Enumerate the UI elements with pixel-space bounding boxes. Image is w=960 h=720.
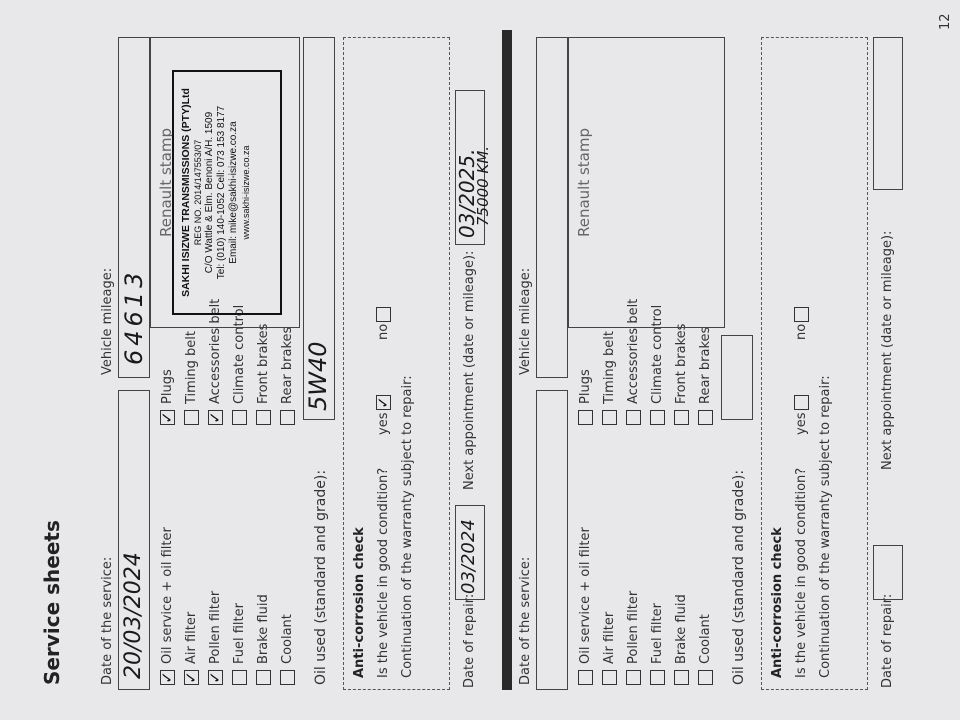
checkbox-label: Plugs bbox=[578, 369, 593, 404]
checkbox-rear-brakes[interactable] bbox=[698, 410, 713, 425]
checkbox-pollen-filter[interactable] bbox=[626, 670, 641, 685]
vehicle-mileage-label: Vehicle mileage: bbox=[518, 267, 533, 375]
checkbox-front-brakes[interactable] bbox=[674, 410, 689, 425]
checkbox-label: Plugs bbox=[160, 369, 175, 404]
stamp-tel: Tel: (010) 140-1052 Cell: 073 153 8177 bbox=[216, 105, 227, 280]
oil-used-field[interactable] bbox=[721, 335, 753, 420]
yes-label: yes bbox=[376, 412, 391, 435]
page-number: 12 bbox=[938, 13, 953, 30]
date-of-service-label: Date of the service: bbox=[518, 556, 533, 685]
next-appointment-mileage: 75000 KM. bbox=[474, 145, 492, 226]
checkbox-pollen-filter[interactable]: ✓ bbox=[206, 670, 224, 685]
checkbox-air-filter[interactable] bbox=[602, 670, 617, 685]
date-of-repair-label: Date of repair: bbox=[880, 593, 895, 688]
checkbox-label: Rear brakes bbox=[698, 326, 713, 404]
stamp-reg: REG NO. 2014/147553/07 bbox=[193, 139, 203, 246]
renault-stamp-box: Renault stamp bbox=[568, 37, 725, 328]
section-divider bbox=[502, 30, 512, 690]
checkbox-label: Front brakes bbox=[674, 323, 689, 404]
no-label: no bbox=[794, 323, 809, 340]
checkbox-label: Fuel filter bbox=[650, 603, 665, 664]
checkbox-climate-control[interactable] bbox=[650, 410, 665, 425]
checkbox-label: Air filter bbox=[602, 611, 617, 664]
vehicle-mileage-field[interactable]: 64613 bbox=[118, 37, 150, 378]
oil-used-label: Oil used (standard and grade): bbox=[313, 469, 329, 685]
no-label: no bbox=[376, 323, 391, 340]
anti-corrosion-heading: Anti-corrosion check bbox=[352, 527, 367, 678]
vehicle-mileage-label: Vehicle mileage: bbox=[100, 267, 115, 375]
vehicle-mileage-value: 64613 bbox=[120, 268, 148, 365]
checkbox-timing-belt[interactable] bbox=[184, 410, 199, 425]
checkbox-air-filter[interactable]: ✓ bbox=[182, 670, 200, 685]
vehicle-mileage-field[interactable] bbox=[536, 37, 568, 378]
next-appointment-label: Next appointment (date or mileage): bbox=[462, 250, 477, 490]
checkbox-label: Pollen filter bbox=[208, 590, 223, 664]
checkbox-brake-fluid[interactable] bbox=[256, 670, 271, 685]
stamp-name: SAKHI ISIZWE TRANSMISSIONS (PTY)Ltd bbox=[180, 88, 192, 297]
checkbox-label: Coolant bbox=[698, 614, 713, 664]
checkbox-label: Rear brakes bbox=[280, 326, 295, 404]
stamp-address: C/O Wattle & Elm. Benoni A/H. 1509 bbox=[204, 111, 215, 274]
checkbox-label: Fuel filter bbox=[232, 603, 247, 664]
checkbox-accessories-belt[interactable] bbox=[626, 410, 641, 425]
date-of-repair-field[interactable] bbox=[873, 545, 903, 600]
checkbox-label: Coolant bbox=[280, 614, 295, 664]
date-of-repair-field[interactable]: 03/2024 bbox=[455, 505, 485, 600]
checkbox-oil-service-oil-filter[interactable] bbox=[578, 670, 593, 685]
checkbox-plugs[interactable] bbox=[578, 410, 593, 425]
date-of-service-value: 20/03/2024 bbox=[121, 552, 146, 679]
checkbox-plugs[interactable]: ✓ bbox=[158, 410, 176, 425]
checkbox-label: Air filter bbox=[184, 611, 199, 664]
checkbox-oil-service-oil-filter[interactable]: ✓ bbox=[158, 670, 176, 685]
oil-used-label: Oil used (standard and grade): bbox=[731, 469, 747, 685]
page-title: Service sheets bbox=[40, 520, 64, 685]
checkbox-label: Brake fluid bbox=[256, 594, 271, 664]
checkbox-label: Oil service + oil filter bbox=[578, 527, 593, 664]
warranty-label: Continuation of the warranty subject to … bbox=[400, 375, 415, 678]
date-of-service-field[interactable] bbox=[536, 390, 568, 690]
anti-corrosion-heading: Anti-corrosion check bbox=[770, 527, 785, 678]
checkbox-label: Front brakes bbox=[256, 323, 271, 404]
date-of-repair-label: Date of repair: bbox=[462, 593, 477, 688]
next-appointment-field[interactable] bbox=[873, 37, 903, 190]
company-stamp: SAKHI ISIZWE TRANSMISSIONS (PTY)Ltd REG N… bbox=[172, 70, 282, 315]
good-condition-question: Is the vehicle in good condition? bbox=[376, 467, 391, 678]
oil-used-value: 5W40 bbox=[304, 341, 332, 411]
checkbox-fuel-filter[interactable] bbox=[232, 670, 247, 685]
date-of-service-field[interactable]: 20/03/2024 bbox=[118, 390, 150, 690]
checkbox-label: Oil service + oil filter bbox=[160, 527, 175, 664]
checkbox-coolant[interactable] bbox=[698, 670, 713, 685]
next-appointment-field[interactable]: 03/2025. 75000 KM. bbox=[455, 90, 492, 245]
checkbox-timing-belt[interactable] bbox=[602, 410, 617, 425]
no-checkbox[interactable] bbox=[794, 307, 809, 322]
yes-checkbox[interactable] bbox=[794, 395, 809, 410]
no-checkbox[interactable] bbox=[376, 307, 391, 322]
checkbox-label: Pollen filter bbox=[626, 590, 641, 664]
checkbox-brake-fluid[interactable] bbox=[674, 670, 689, 685]
yes-checkbox[interactable]: ✓ bbox=[374, 395, 392, 410]
checkbox-accessories-belt[interactable]: ✓ bbox=[206, 410, 224, 425]
date-of-service-label: Date of the service: bbox=[100, 556, 115, 685]
checkbox-label: Timing belt bbox=[602, 330, 617, 404]
good-condition-question: Is the vehicle in good condition? bbox=[794, 467, 809, 678]
date-of-repair-value: 03/2024 bbox=[458, 519, 479, 594]
stamp-web: www.sakhi-isizwe.co.za bbox=[241, 145, 251, 240]
next-appointment-label: Next appointment (date or mileage): bbox=[880, 230, 895, 470]
checkbox-coolant[interactable] bbox=[280, 670, 295, 685]
checkbox-climate-control[interactable] bbox=[232, 410, 247, 425]
checkbox-front-brakes[interactable] bbox=[256, 410, 271, 425]
checkbox-label: Timing belt bbox=[184, 330, 199, 404]
warranty-label: Continuation of the warranty subject to … bbox=[818, 375, 833, 678]
checkbox-rear-brakes[interactable] bbox=[280, 410, 295, 425]
renault-stamp-label: Renault stamp bbox=[575, 127, 593, 238]
oil-used-field[interactable]: 5W40 bbox=[303, 37, 335, 420]
checkbox-label: Brake fluid bbox=[674, 594, 689, 664]
yes-label: yes bbox=[794, 412, 809, 435]
checkbox-fuel-filter[interactable] bbox=[650, 670, 665, 685]
stamp-email: Email: mike@sakhi-isizwe.co.za bbox=[228, 121, 239, 264]
